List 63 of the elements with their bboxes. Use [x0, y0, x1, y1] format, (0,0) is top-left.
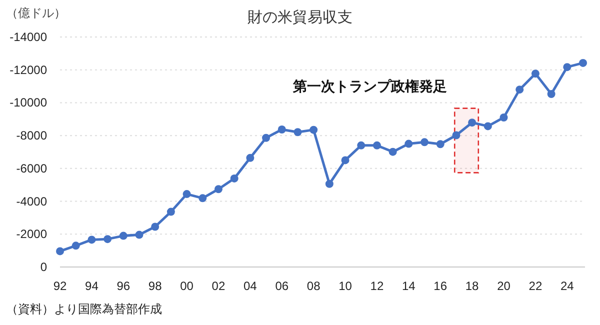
xtick: 10	[338, 279, 352, 293]
point	[56, 247, 64, 256]
xtick: 12	[370, 279, 384, 293]
point	[198, 194, 207, 202]
point	[72, 242, 80, 250]
ytick: -8000	[16, 128, 47, 143]
point	[230, 174, 238, 182]
ytick: -14000	[10, 30, 47, 44]
point	[516, 86, 524, 94]
point	[135, 230, 144, 239]
ytick: 0	[40, 260, 47, 274]
point	[579, 58, 587, 67]
point	[294, 128, 302, 136]
point	[88, 236, 96, 244]
xtick: 06	[275, 279, 289, 293]
xtick: 14	[402, 279, 416, 293]
xtick: 08	[306, 279, 320, 293]
point	[166, 208, 175, 216]
ytick: -6000	[16, 161, 47, 176]
title: 財の米貿易収支	[248, 9, 352, 26]
point	[436, 140, 444, 148]
point	[262, 134, 270, 142]
xtick: 16	[434, 279, 448, 293]
point	[325, 180, 334, 188]
ytick: -12000	[10, 62, 47, 77]
ytick: -10000	[10, 96, 47, 110]
xtick: 24	[560, 279, 574, 293]
point	[151, 222, 160, 231]
ylabel: （億ドル）	[6, 6, 66, 20]
xtick: 98	[148, 279, 162, 293]
xtick: 22	[528, 279, 542, 293]
point	[119, 232, 128, 240]
point	[104, 235, 112, 244]
point	[388, 148, 397, 156]
xtick: 92	[53, 279, 67, 293]
point	[547, 90, 556, 98]
point	[214, 185, 222, 194]
band-label: 第一次トランプ政権発足	[293, 78, 447, 94]
point	[357, 141, 366, 150]
point	[531, 70, 540, 78]
point	[182, 190, 191, 198]
point	[246, 154, 254, 162]
point	[420, 138, 429, 146]
xtick: 00	[180, 279, 194, 293]
xtick: 96	[116, 279, 130, 293]
point	[341, 156, 350, 164]
point	[484, 122, 492, 130]
ytick: -2000	[16, 227, 47, 242]
point	[468, 118, 476, 127]
xtick: 94	[85, 279, 98, 293]
point	[404, 140, 413, 148]
ytick: -4000	[16, 194, 47, 208]
point	[500, 114, 508, 122]
point	[452, 131, 460, 140]
xtick: 20	[497, 279, 510, 293]
xtick: 04	[244, 279, 257, 293]
point	[310, 126, 318, 134]
point	[278, 125, 286, 134]
xtick: 18	[465, 279, 479, 293]
xtick: 02	[212, 279, 226, 293]
point	[563, 63, 572, 72]
annotation: （資料）より国際為替部作成	[6, 302, 162, 316]
point	[372, 141, 381, 150]
